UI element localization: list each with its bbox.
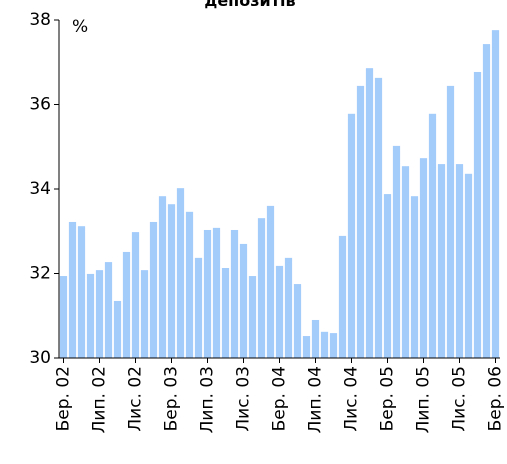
x-tick-label: Бер. 06: [486, 366, 506, 431]
bar: [464, 173, 473, 358]
bar: [77, 226, 86, 358]
bar: [338, 235, 347, 358]
bar: [95, 270, 104, 358]
bar: [68, 221, 77, 358]
bar: [482, 44, 491, 359]
bar: [374, 77, 383, 358]
bar: [203, 229, 212, 358]
bar: [59, 276, 68, 358]
bar: [365, 68, 374, 358]
bar: [230, 229, 239, 358]
bar: [122, 251, 131, 358]
y-axis-label: %: [72, 17, 88, 37]
chart-title: депозитів: [204, 0, 295, 10]
x-tick-label: Бер. 02: [54, 366, 74, 431]
x-tick-label: Лип. 02: [90, 366, 110, 433]
bar: [194, 257, 203, 358]
bar: [320, 331, 329, 358]
x-tick-label: Лис. 02: [126, 366, 146, 432]
bar: [104, 262, 113, 358]
bar: [491, 30, 500, 358]
bar: [428, 113, 437, 358]
bar: [356, 85, 365, 358]
bar: [266, 205, 275, 358]
x-tick-label: Лип. 03: [198, 366, 218, 433]
bar: [284, 257, 293, 358]
bar: [455, 164, 464, 358]
bar: [212, 227, 221, 358]
bar: [293, 284, 302, 358]
bar: [239, 243, 248, 358]
bar: [275, 265, 284, 358]
bar: [158, 196, 167, 358]
bar: [140, 270, 149, 358]
bar: [311, 319, 320, 358]
bar: [419, 158, 428, 358]
x-tick-label: Бер. 04: [270, 366, 290, 431]
x-tick-label: Лис. 05: [450, 366, 470, 432]
bar: [113, 300, 122, 358]
bar: [473, 71, 482, 358]
bar: [401, 166, 410, 358]
bar: [347, 113, 356, 358]
bar: [329, 333, 338, 358]
y-tick-label: 30: [29, 348, 51, 368]
x-tick-label: Лис. 03: [234, 366, 254, 432]
bar: [446, 85, 455, 358]
x-tick-label: Лис. 04: [342, 366, 362, 432]
bar: [86, 273, 95, 358]
y-tick-label: 32: [29, 264, 51, 284]
x-tick-label: Бер. 05: [378, 366, 398, 431]
bar: [383, 194, 392, 358]
bar: [149, 221, 158, 358]
x-tick-label: Лип. 05: [414, 366, 434, 433]
bar: [410, 196, 419, 358]
x-tick-label: Бер. 03: [162, 366, 182, 431]
y-tick-label: 34: [29, 179, 51, 199]
bar: [302, 336, 311, 358]
y-tick-label: 36: [29, 95, 51, 115]
bar: [167, 204, 176, 358]
bar: [392, 145, 401, 358]
bar: [221, 268, 230, 358]
bar: [257, 218, 266, 358]
bar: [176, 188, 185, 358]
y-tick-label: 38: [29, 10, 51, 30]
x-tick-label: Лип. 04: [306, 366, 326, 433]
bar: [185, 211, 194, 358]
bar: [248, 276, 257, 358]
bar: [437, 164, 446, 358]
bar: [131, 232, 140, 358]
